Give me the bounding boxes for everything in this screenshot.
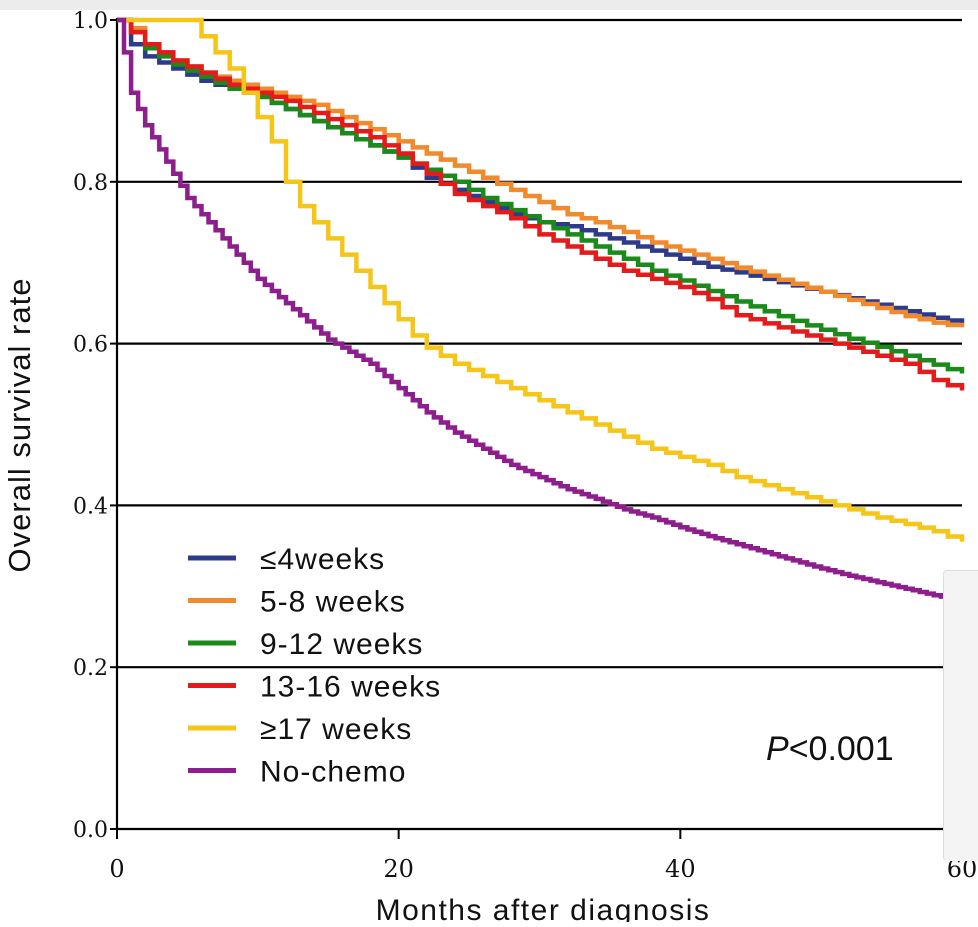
x-ticks: 0 20 40 60: [109, 829, 977, 883]
p-value-annotation: P<0.001: [766, 730, 894, 768]
y-tick-label: 0.0: [73, 818, 108, 843]
legend-label: 5-8 weeks: [260, 586, 406, 619]
x-axis-label: Months after diagnosis: [376, 894, 711, 922]
y-tick-label: 0.6: [73, 333, 108, 358]
legend-label: ≥17 weeks: [260, 713, 412, 746]
series-line-1: [117, 17, 965, 328]
legend-label: ≤4weeks: [260, 543, 385, 576]
series-layer: [117, 17, 965, 602]
y-tick-label: 0.2: [73, 656, 108, 681]
edge-panel: [943, 570, 978, 861]
y-tick-label: 0.8: [73, 171, 108, 196]
axes-layer: [115, 18, 962, 831]
p-value-italic: P: [766, 730, 789, 768]
grid-layer: [117, 18, 962, 669]
legend: ≤4weeks 5-8 weeks 9-12 weeks 13-16 weeks ≥17…: [188, 543, 441, 789]
series-line-4: [117, 17, 965, 542]
x-tick-label: 40: [665, 855, 696, 883]
y-tick-label: 1.0: [73, 9, 108, 34]
y-axis-label: Overall survival rate: [2, 278, 37, 573]
x-tick-label: 20: [383, 855, 414, 883]
y-ticks: 0.0 0.2 0.4 0.6 0.8 1.0: [73, 9, 117, 843]
legend-label: 13-16 weeks: [260, 671, 441, 704]
legend-label: 9-12 weeks: [260, 628, 423, 661]
series-line-5: [117, 17, 965, 602]
x-tick-label: 0: [109, 855, 124, 883]
legend-label: No-chemo: [260, 756, 406, 789]
series-line-0: [117, 17, 965, 324]
y-tick-label: 0.4: [73, 494, 108, 519]
top-bar: [0, 0, 978, 10]
p-value-text: <0.001: [789, 730, 894, 768]
